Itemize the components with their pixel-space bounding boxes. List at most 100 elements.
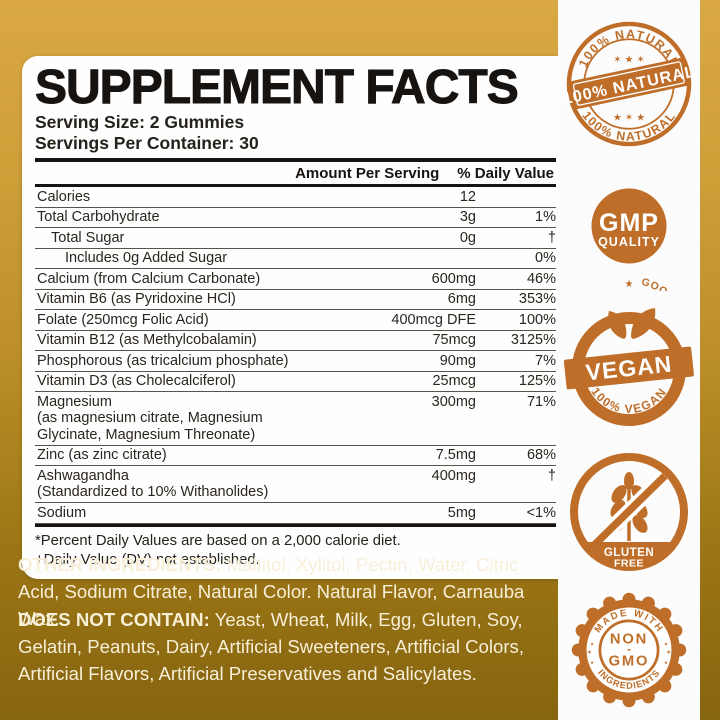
- nutrient-name: Includes 0g Added Sugar: [65, 250, 228, 266]
- certification-strip: 100% NATURAL 100% NATURAL ✶ ★ ✶ ★ ✶ ★ 10…: [558, 0, 700, 720]
- serving-size: Serving Size: 2 Gummies: [35, 112, 245, 132]
- table-row: Phosphorous (as tricalcium phosphate) 90…: [35, 351, 556, 372]
- dash-text: -: [627, 642, 631, 656]
- footnotes: *Percent Daily Values are based on a 2,0…: [35, 532, 556, 569]
- nutrient-name: Phosphorous (as tricalcium phosphate): [37, 352, 289, 369]
- nutrient-dv: 3125%: [510, 332, 556, 348]
- divider-thick: [35, 183, 556, 187]
- nutrient-name: Vitamin B6 (as Pyridoxine HCl): [37, 291, 236, 307]
- nutrient-name: Vitamin D3 (as Cholecalciferol): [37, 373, 236, 389]
- nutrient-amount: 25mcg: [432, 373, 476, 389]
- nutrient-name: Vitamin B12 (as Methylcobalamin): [37, 332, 257, 348]
- nutrient-dv: 7%: [535, 352, 556, 369]
- nutrient-dv: †: [547, 229, 556, 246]
- nutrient-source-note: (Standardized to 10% Withanolides): [37, 484, 269, 500]
- vegan-banner: VEGAN: [564, 346, 694, 390]
- nutrient-dv: 353%: [518, 291, 556, 307]
- gluten-text: GLUTEN: [604, 547, 654, 559]
- vegan-banner-text: VEGAN: [584, 351, 673, 386]
- table-row: Includes 0g Added Sugar 0%: [35, 249, 556, 269]
- free-text: FREE: [614, 558, 644, 570]
- does-not-contain-label: DOES NOT CONTAIN:: [18, 609, 210, 630]
- nutrient-dv: 100%: [518, 311, 556, 328]
- nutrient-dv: 0%: [535, 250, 556, 266]
- nutrient-name: Magnesium (as magnesium citrate, Magnesi…: [35, 394, 368, 444]
- gmp-center-disc-icon: [591, 188, 667, 264]
- star-icon: ✶: [666, 649, 671, 657]
- nutrient-name: Folate (250mcg Folic Acid): [37, 311, 209, 328]
- supplement-facts-title: SUPPLEMENT FACTS: [35, 61, 520, 114]
- column-amount-per-serving: Amount Per Serving: [295, 164, 440, 182]
- table-row: Vitamin B6 (as Pyridoxine HCl) 6mg 353%: [35, 290, 556, 310]
- nutrient-dv: 125%: [518, 373, 556, 389]
- star-icon: ★: [590, 641, 594, 647]
- nutrient-name: Total Carbohydrate: [37, 209, 160, 225]
- table-row: Vitamin D3 (as Cholecalciferol) 25mcg 12…: [35, 372, 556, 392]
- table-row: Folate (250mcg Folic Acid) 400mcg DFE 10…: [35, 310, 556, 331]
- star-icon: ✶: [587, 649, 592, 657]
- table-row: Ashwagandha (Standardized to 10% Withano…: [35, 466, 556, 503]
- table-row: Total Sugar 0g †: [35, 228, 556, 249]
- table-row: Total Carbohydrate 3g 1%: [35, 208, 556, 228]
- nutrient-dv: 46%: [526, 270, 556, 287]
- other-ingredients: OTHER INGREDIENTS: Maltitol, Xylitol, Pe…: [18, 551, 550, 632]
- nutrient-amount: 300mg: [431, 393, 476, 410]
- table-row: Calories 12: [35, 187, 556, 208]
- gmp-text: GMP: [599, 209, 659, 237]
- nutrient-name: Total Sugar: [51, 229, 125, 246]
- does-not-contain: DOES NOT CONTAIN: Yeast, Wheat, Milk, Eg…: [18, 606, 550, 687]
- table-row: Sodium 5mg <1%: [35, 503, 556, 524]
- table-row: Magnesium (as magnesium citrate, Magnesi…: [35, 392, 556, 446]
- non-text: NON: [610, 632, 648, 648]
- stars-icon: ★ ✶ ★: [613, 112, 645, 123]
- gluten-free-badge: GLUTEN FREE: [570, 453, 688, 571]
- gmp-quality-text: QUALITY: [598, 235, 660, 249]
- nutrient-amount: 75mcg: [432, 332, 476, 348]
- nutrient-source-note: (as magnesium citrate, Magnesium Glycina…: [37, 410, 263, 443]
- nutrient-amount: 90mg: [439, 352, 476, 369]
- nutrient-name: Calories: [37, 188, 91, 205]
- nutrient-dv: 1%: [535, 209, 556, 225]
- nutrient-amount: 5mg: [447, 504, 476, 521]
- footnote-daily-values: *Percent Daily Values are based on a 2,0…: [35, 533, 401, 549]
- column-daily-value: % Daily Value: [457, 164, 554, 182]
- other-ingredients-label: OTHER INGREDIENTS:: [18, 554, 222, 575]
- divider-thick: [35, 158, 556, 162]
- table-header: Amount Per Serving % Daily Value: [35, 162, 556, 184]
- footnote-dv-not-established: +Daily Value (DV) not established.: [35, 551, 260, 568]
- gmo-text: GMO: [609, 654, 650, 670]
- slash-icon: [578, 461, 680, 563]
- nutrient-amount: 7.5mg: [435, 447, 476, 463]
- nutrient-amount: 400mg: [431, 467, 476, 484]
- star-icon: ★: [664, 641, 668, 647]
- nutrient-amount: 400mcg DFE: [391, 311, 476, 328]
- gluten-bottom-band-icon: [582, 542, 676, 568]
- star-icon: ★: [590, 660, 594, 666]
- gmp-quality-badge: GOOD MANUFACTURING PRACTICE CERTIFICATIO…: [564, 188, 694, 291]
- natural-stamp-badge: 100% NATURAL 100% NATURAL ✶ ★ ✶ ★ ✶ ★ 10…: [565, 21, 693, 147]
- nutrient-amount: 12: [459, 188, 476, 205]
- stars-icon: ✶ ★ ✶: [613, 54, 645, 65]
- nutrient-amount: 3g: [459, 209, 476, 225]
- nutrient-dv: 71%: [526, 393, 556, 410]
- nutrient-dv: 68%: [526, 447, 556, 463]
- star-icon: ★: [664, 660, 668, 666]
- nutrient-dv: †: [547, 467, 556, 484]
- does-not-contain-text: Yeast, Wheat, Milk, Egg, Gluten, Soy, Ge…: [18, 609, 525, 684]
- table-row: Zinc (as zinc citrate) 7.5mg 68%: [35, 446, 556, 466]
- servings-per-container: Servings Per Container: 30: [35, 133, 259, 153]
- nutrient-name: Ashwagandha (Standardized to 10% Withano…: [35, 468, 368, 501]
- table-row: Vitamin B12 (as Methylcobalamin) 75mcg 3…: [35, 331, 556, 351]
- star-icon: ★: [625, 279, 634, 290]
- vegan-badge: VEGAN 100% VEGAN: [564, 308, 694, 426]
- nutrient-name: Zinc (as zinc citrate): [37, 447, 167, 463]
- supplement-facts-panel: SUPPLEMENT FACTS Serving Size: 2 Gummies…: [22, 56, 578, 579]
- nutrient-name: Sodium: [37, 504, 87, 521]
- non-gmo-badge: MADE WITH INGREDIENTS ★ ✶ ★ ★ ✶ ★ NON - …: [571, 592, 687, 708]
- table-row: Calcium (from Calcium Carbonate) 600mg 4…: [35, 269, 556, 290]
- leaves-icon: [608, 308, 656, 339]
- nutrient-amount: 600mg: [431, 270, 476, 287]
- nutrient-amount: 0g: [459, 229, 476, 246]
- other-ingredients-text: Maltitol, Xylitol, Pectin, Water, Citric…: [18, 554, 525, 629]
